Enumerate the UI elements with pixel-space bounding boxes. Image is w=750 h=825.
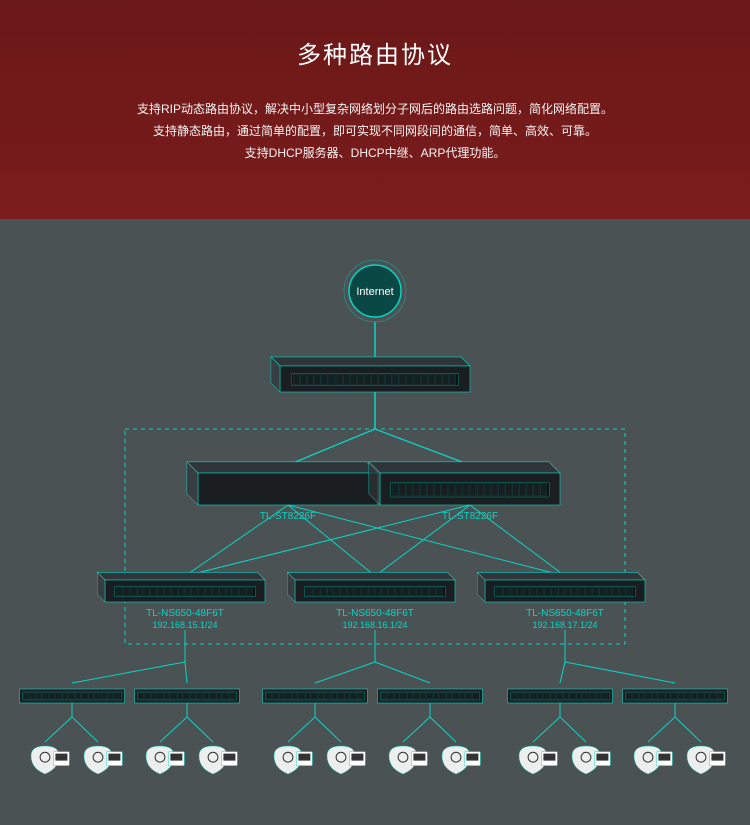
svg-text:TL-ST8226F: TL-ST8226F	[260, 511, 316, 522]
header-section: 多种路由协议 支持RIP动态路由协议，解决中小型复杂网络划分子网后的路由选路问题…	[0, 0, 750, 219]
svg-text:TL-NS650-48F6T: TL-NS650-48F6T	[526, 608, 604, 619]
svg-text:TL-NS650-48F6T: TL-NS650-48F6T	[146, 608, 224, 619]
svg-text:192.168.15.1/24: 192.168.15.1/24	[152, 620, 217, 630]
svg-text:Internet: Internet	[356, 286, 393, 298]
svg-text:TL-ST8226F: TL-ST8226F	[442, 511, 498, 522]
network-topology-diagram: Internet TL-ST8226F TL-ST8226F TL-NS650-48F…	[0, 219, 750, 824]
header-line-0: 支持RIP动态路由协议，解决中小型复杂网络划分子网后的路由选路问题，简化网络配置…	[20, 98, 730, 120]
svg-text:TL-NS650-48F6T: TL-NS650-48F6T	[336, 608, 414, 619]
header-line-2: 支持DHCP服务器、DHCP中继、ARP代理功能。	[20, 142, 730, 164]
page-title: 多种路由协议	[20, 35, 730, 70]
header-line-1: 支持静态路由，通过简单的配置，即可实现不同网段间的通信，简单、高效、可靠。	[20, 120, 730, 142]
svg-text:192.168.16.1/24: 192.168.16.1/24	[342, 620, 407, 630]
svg-text:192.168.17.1/24: 192.168.17.1/24	[532, 620, 597, 630]
topology-svg: Internet TL-ST8226F TL-ST8226F TL-NS650-48F…	[0, 219, 750, 824]
